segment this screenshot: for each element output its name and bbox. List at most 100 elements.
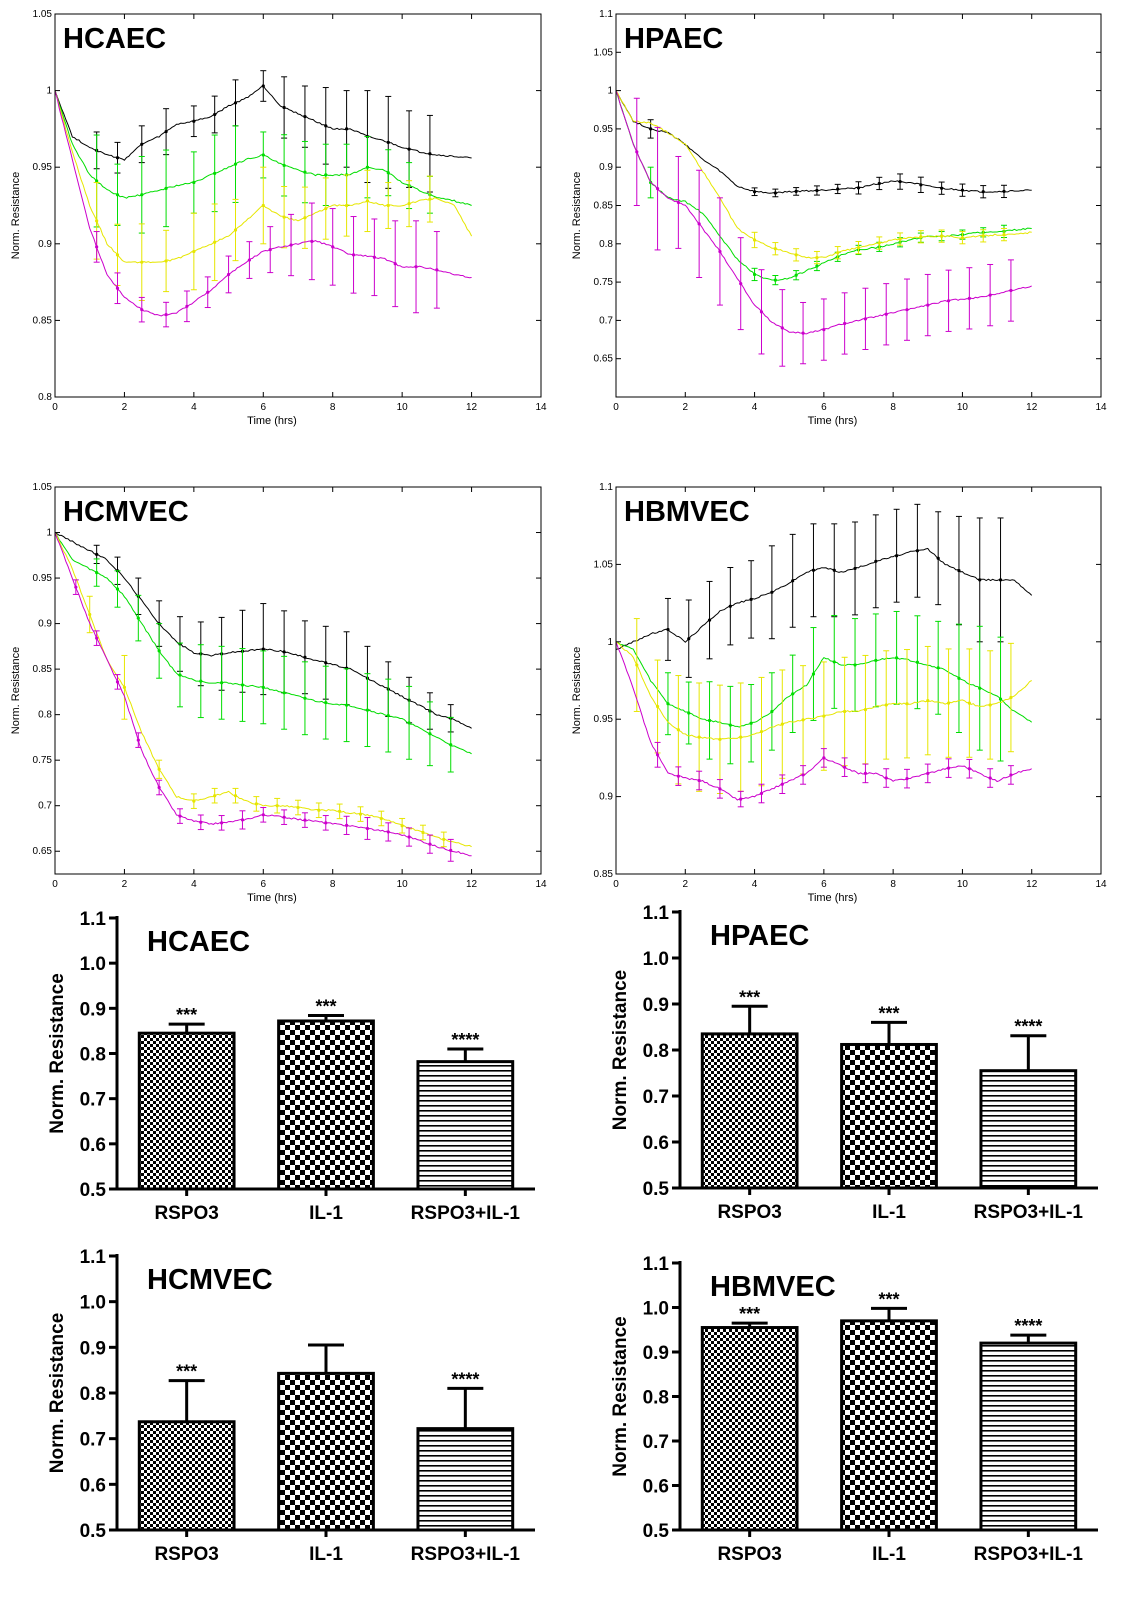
- error-bar: [232, 198, 239, 262]
- y-tick-label: 0.85: [594, 869, 614, 880]
- error-bar: [419, 824, 426, 841]
- y-tick-label: 0.6: [80, 1135, 106, 1156]
- x-tick-label: 2: [122, 879, 128, 890]
- significance-label: ***: [878, 1003, 899, 1023]
- error-bar: [406, 180, 413, 228]
- y-tick-label: 1: [607, 86, 613, 97]
- chart-title: HCAEC: [63, 23, 166, 55]
- error-bar: [737, 790, 744, 808]
- error-bar: [301, 812, 308, 828]
- error-bar: [413, 220, 420, 314]
- x-tick-label: 12: [466, 879, 478, 890]
- error-bar: [716, 779, 723, 799]
- x-tick-label: 6: [821, 402, 827, 413]
- error-bar: [211, 134, 218, 213]
- x-tick-label: 2: [122, 402, 128, 413]
- error-bar: [72, 579, 79, 595]
- error-bar: [246, 241, 253, 279]
- error-bar: [976, 625, 983, 751]
- y-tick-label: 0.8: [80, 1045, 106, 1066]
- error-bar: [447, 838, 454, 862]
- y-tick-label: 0.8: [643, 1041, 669, 1062]
- y-tick-label: 0.85: [33, 315, 53, 326]
- series-1: [54, 532, 472, 773]
- bar-rect: [416, 1427, 515, 1532]
- series-line: [54, 90, 472, 317]
- y-tick-label: 1.0: [80, 1293, 106, 1314]
- error-bar: [301, 186, 308, 249]
- series-line: [615, 547, 1033, 650]
- axes-layer: RSPO3 IL-1 RSPO3+IL-1 0.5 0.6 0.7 0.8 0.9 1.0 1.1: [80, 1247, 535, 1565]
- error-bar: [426, 834, 433, 854]
- y-tick-label: 0.7: [38, 801, 52, 812]
- x-tick-label: 0: [613, 879, 619, 890]
- x-axis-label: Time (hrs): [247, 892, 297, 904]
- error-bar: [654, 659, 661, 754]
- error-bar: [852, 521, 859, 616]
- error-bar: [315, 802, 322, 819]
- error-bar: [364, 817, 371, 840]
- series-layer: [615, 90, 1032, 367]
- bar-rspo3: ***: [137, 1362, 236, 1532]
- y-axis-label: Norm. Resistance: [47, 1313, 68, 1474]
- bar-il-1: [277, 1343, 375, 1532]
- x-tick-label: 12: [466, 402, 478, 413]
- error-bar: [343, 815, 350, 835]
- bar-rspo3-il-1: ****: [979, 1017, 1078, 1190]
- error-bar: [357, 806, 364, 822]
- series-line: [615, 641, 1033, 728]
- y-tick-label: 1.1: [599, 482, 613, 493]
- chart-title: HBMVEC: [624, 496, 750, 528]
- y-tick-label: 1: [46, 528, 52, 539]
- y-tick-label: 0.65: [594, 354, 614, 365]
- error-bar: [447, 716, 454, 773]
- x-tick-label: 2: [683, 879, 689, 890]
- bar-chart-hcaec: *** ******* RSPO3 IL-1 RSPO3+IL-10.50.60.70…: [47, 909, 535, 1224]
- error-bar: [135, 594, 142, 642]
- y-tick-label: 0.6: [643, 1133, 669, 1154]
- bars-layer: **********: [700, 987, 1078, 1190]
- significance-label: ***: [315, 997, 336, 1017]
- series-layer: [54, 532, 472, 862]
- error-bar: [800, 765, 807, 785]
- error-bar: [751, 267, 758, 282]
- error-bar: [426, 175, 433, 223]
- y-tick-label: 0.85: [594, 201, 614, 212]
- error-bar: [793, 270, 800, 281]
- bar-rect: [700, 1326, 799, 1532]
- error-bar: [371, 218, 378, 297]
- plot-frame: [54, 486, 542, 875]
- significance-label: ***: [878, 1289, 899, 1309]
- y-tick-label: 0.8: [599, 239, 613, 250]
- y-tick-label: 0.9: [643, 995, 669, 1016]
- error-bar: [706, 681, 713, 760]
- error-bar: [211, 203, 218, 282]
- error-bar: [239, 810, 246, 830]
- error-bar: [281, 186, 288, 249]
- bar-chart-hbmvec: ********** RSPO3 IL-1 RSPO3+IL-10.50.60.70…: [610, 1254, 1098, 1565]
- bars-layer: *** ****: [137, 1343, 515, 1532]
- error-bar: [163, 149, 170, 228]
- axes-layer: RSPO3 IL-1 RSPO3+IL-1 0.5 0.6 0.7 0.8 0.9 1.0 1.1: [80, 909, 535, 1224]
- error-bar: [872, 514, 879, 609]
- bar-rect: [840, 1319, 938, 1532]
- error-bar: [758, 269, 765, 355]
- error-bar: [406, 685, 413, 760]
- significance-label: ****: [451, 1030, 479, 1050]
- error-bar: [924, 763, 931, 784]
- error-bar: [935, 511, 942, 606]
- significance-label: ***: [739, 987, 760, 1007]
- error-bar: [855, 241, 862, 255]
- y-tick-label: 0.95: [594, 714, 614, 725]
- error-bar: [800, 301, 807, 365]
- error-bar: [938, 229, 945, 243]
- error-bar: [914, 615, 921, 710]
- error-bar: [121, 654, 128, 720]
- y-tick-label: 0.8: [38, 392, 52, 403]
- x-tick-label: RSPO3+IL-1: [974, 1202, 1084, 1223]
- x-tick-label: 10: [397, 402, 409, 413]
- x-tick-label: 14: [535, 402, 547, 413]
- error-bar: [114, 674, 121, 690]
- x-tick-label: 12: [1026, 402, 1038, 413]
- y-tick-label: 1.0: [643, 1299, 669, 1320]
